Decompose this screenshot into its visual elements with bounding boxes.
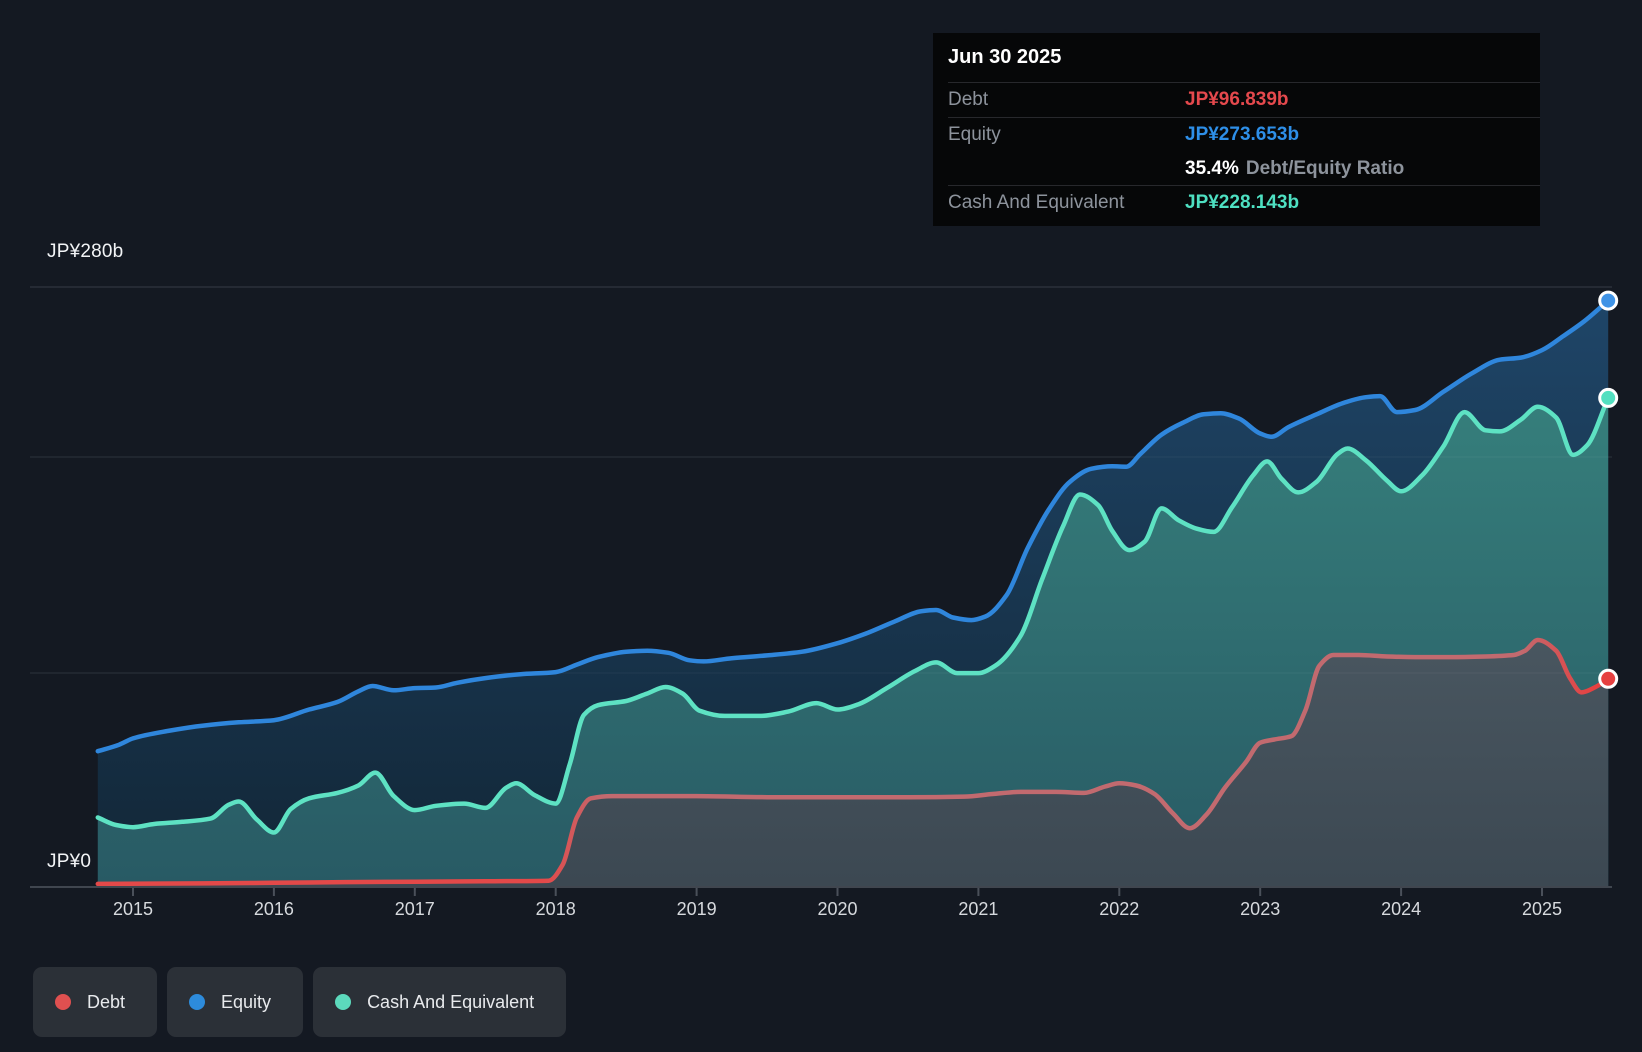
tooltip-row-cash: Cash And Equivalent JP¥228.143b [948, 185, 1540, 220]
tooltip-equity-label: Equity [948, 124, 1001, 145]
tooltip-date: Jun 30 2025 [948, 46, 1062, 68]
equity-endpoint-dot[interactable] [1598, 290, 1619, 311]
x-axis-ticks [132, 888, 1543, 896]
year-label: 2017 [395, 899, 435, 919]
year-label: 2023 [1240, 899, 1280, 919]
tooltip-row-ratio: 35.4% Debt/Equity Ratio [948, 152, 1540, 185]
tooltip-debt-value: JP¥96.839b [1185, 89, 1289, 110]
year-label: 2018 [536, 899, 576, 919]
year-label: 2015 [113, 899, 153, 919]
tooltip-cash-value: JP¥228.143b [1185, 192, 1300, 213]
gridline-overlay [30, 456, 1612, 674]
debt-area [97, 640, 1609, 887]
legend-item-cash[interactable]: Cash And Equivalent [313, 967, 567, 1037]
legend-cash-label: Cash And Equivalent [367, 991, 535, 1012]
tooltip-debt-label: Debt [948, 89, 989, 110]
year-label: 2024 [1381, 899, 1421, 919]
tooltip-row-debt: Debt JP¥96.839b [948, 82, 1540, 117]
tooltip-equity-value: JP¥273.653b [1185, 124, 1300, 145]
year-label: 2022 [1099, 899, 1139, 919]
tooltip-row-equity: Equity JP¥273.653b [948, 117, 1540, 152]
year-label: 2025 [1522, 899, 1562, 919]
tooltip-cash-label: Cash And Equivalent [948, 192, 1125, 213]
year-label: 2016 [254, 899, 294, 919]
equity-legend-dot-icon [189, 994, 206, 1010]
tooltip-ratio-label: Debt/Equity Ratio [1245, 157, 1405, 179]
tooltip-ratio-value: 35.4% [1185, 157, 1239, 179]
legend-item-equity[interactable]: Equity [167, 967, 304, 1037]
legend-item-debt[interactable]: Debt [33, 967, 158, 1037]
y-axis-max-label: JP¥280b [47, 241, 124, 262]
equity-line[interactable] [95, 298, 1611, 754]
debt-legend-dot-icon [55, 994, 71, 1010]
cash-legend-dot-icon [335, 994, 352, 1010]
debt-line[interactable] [95, 637, 1611, 887]
chart-tooltip: Jun 30 2025 Debt JP¥96.839b Equity JP¥27… [933, 33, 1540, 226]
legend-equity-label: Equity [221, 991, 272, 1012]
y-axis-zero-label: JP¥0 [47, 851, 92, 872]
legend-debt-label: Debt [87, 991, 126, 1012]
debt-endpoint-dot[interactable] [1598, 668, 1619, 689]
cash-endpoint-dot[interactable] [1598, 387, 1619, 408]
cash-area [97, 397, 1609, 887]
year-label: 2020 [817, 899, 857, 919]
year-label: 2019 [677, 899, 717, 919]
chart-legend: Debt Equity Cash And Equivalent [33, 967, 576, 1037]
cash-line[interactable] [95, 395, 1611, 835]
x-axis-labels: 2015 2016 2017 2018 2019 2020 2021 2022 2023 2024… [113, 899, 1562, 919]
year-label: 2021 [958, 899, 998, 919]
